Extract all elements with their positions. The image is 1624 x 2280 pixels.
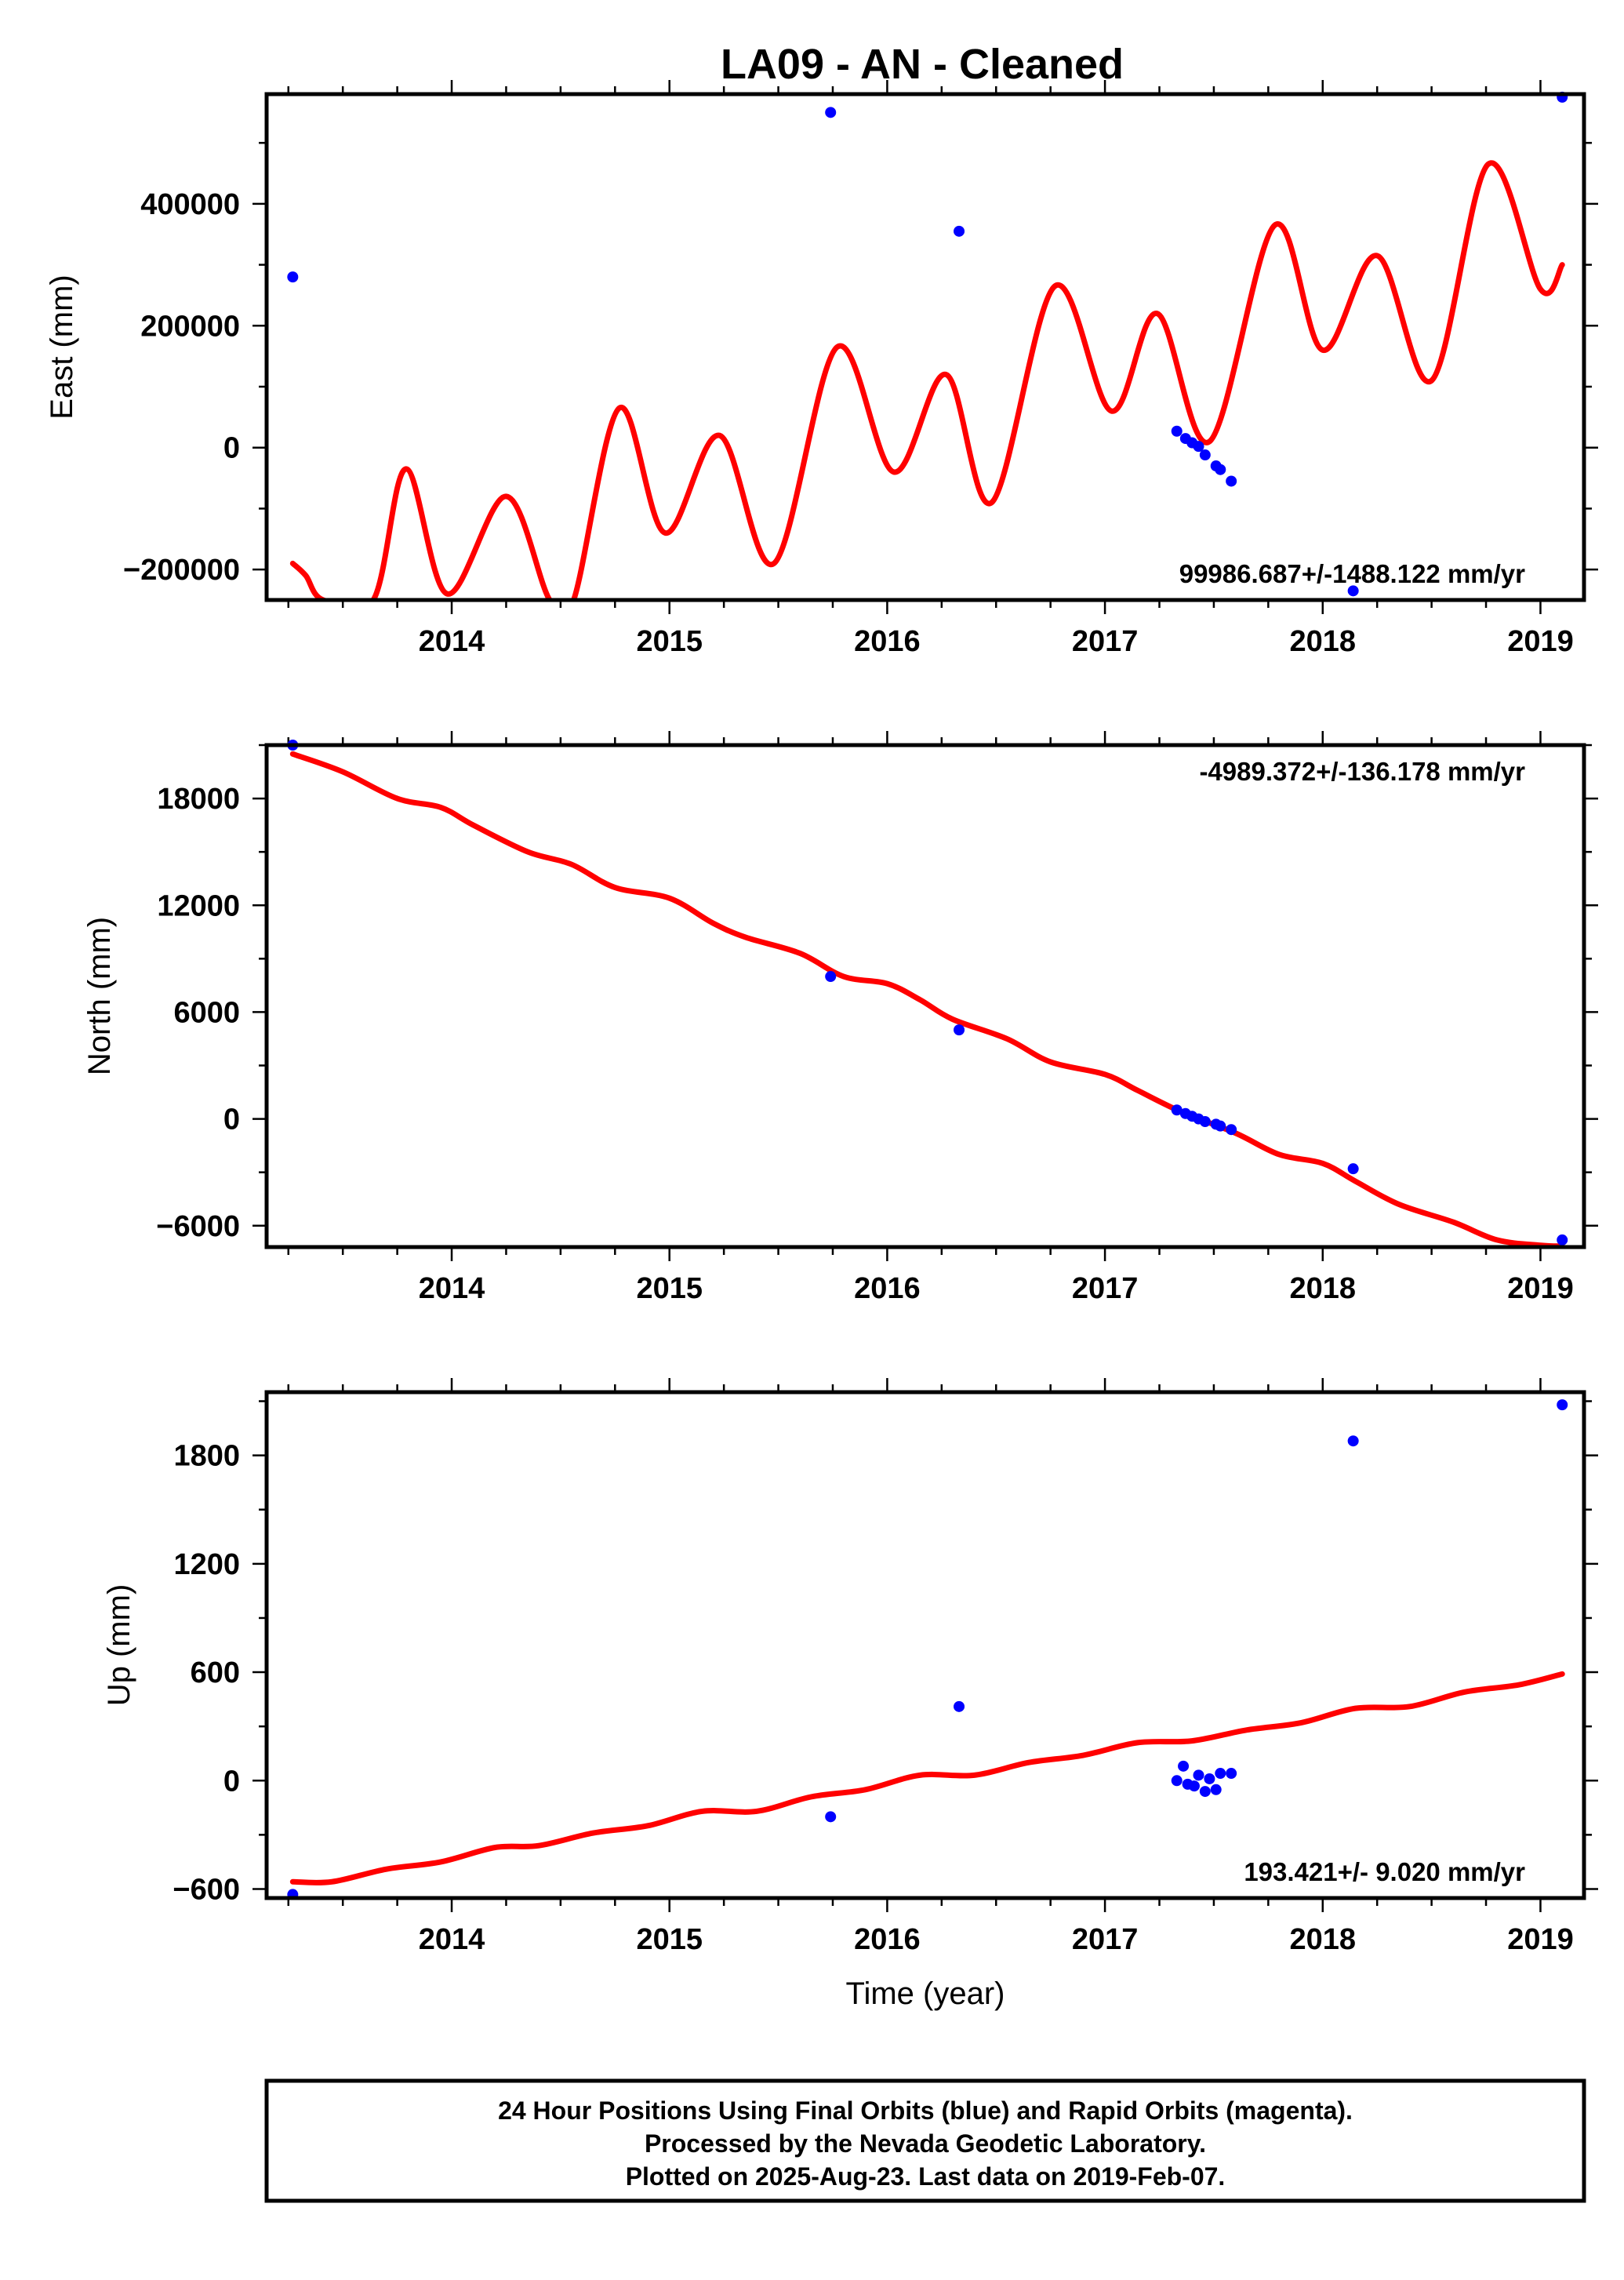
x-tick-label: 2018: [1290, 1923, 1357, 1956]
y-tick-label: 400000: [140, 188, 240, 221]
data-point: [1557, 1234, 1568, 1245]
y-tick-label: 600: [191, 1656, 240, 1689]
y-axis-label: Up (mm): [102, 1584, 136, 1707]
data-point: [1199, 449, 1211, 461]
y-tick-label: 12000: [157, 889, 240, 922]
y-tick-label: −6000: [156, 1210, 240, 1243]
data-point: [1171, 1104, 1183, 1116]
x-tick-label: 2017: [1072, 625, 1139, 658]
data-point: [1226, 1768, 1237, 1780]
footer-line-2: Processed by the Nevada Geodetic Laborat…: [645, 2129, 1206, 2158]
x-tick-label: 2016: [854, 1923, 921, 1956]
data-point: [1204, 1773, 1215, 1784]
footer-frame: [264, 2078, 1586, 2203]
y-tick-label: −200000: [123, 554, 240, 587]
data-point: [825, 971, 837, 983]
data-point: [1347, 585, 1359, 597]
data-point: [825, 107, 837, 118]
panel-east: 2014 2015 2016 2017 2018 2019 −200000 0 200000 40…: [45, 80, 1598, 658]
rate-label: 99986.687+/-1488.122 mm/yr: [1179, 559, 1525, 588]
data-point: [1199, 1786, 1211, 1798]
x-tick-label: 2018: [1290, 1272, 1357, 1305]
y-axis-label: East (mm): [45, 275, 79, 419]
data-point: [1210, 1784, 1222, 1795]
x-tick-label: 2014: [419, 625, 485, 658]
footer-line-3: Plotted on 2025-Aug-23. Last data on 201…: [626, 2162, 1226, 2191]
data-point: [1171, 1775, 1183, 1787]
y-tick-label: −600: [173, 1873, 240, 1906]
panel-frame: [264, 743, 1586, 1249]
y-tick-label: 0: [223, 1765, 240, 1798]
data-point: [1199, 1116, 1211, 1127]
x-tick-label: 2017: [1072, 1923, 1139, 1956]
panel-north-plot-area: [289, 751, 1565, 1247]
panel-up: 2014 2015 2016 2017 2018 2019 −600 0 600 1200 1800…: [102, 1378, 1598, 2011]
panel-north: 2014 2015 2016 2017 2018 2019 −6000 0 6000 12000 1…: [82, 731, 1598, 1305]
x-tick-label: 2015: [636, 625, 703, 658]
data-point: [1178, 1760, 1190, 1772]
panel-up-plot-area: [289, 1671, 1565, 1885]
footer-line-1: 24 Hour Positions Using Final Orbits (bl…: [498, 2096, 1353, 2125]
y-tick-label: 18000: [157, 783, 240, 816]
y-tick-label: 0: [223, 432, 240, 465]
data-point: [954, 1700, 965, 1712]
y-axis-label: North (mm): [82, 917, 117, 1075]
rate-label: 193.421+/- 9.020 mm/yr: [1244, 1857, 1525, 1886]
model-fit-line: [289, 1671, 1565, 1885]
data-point: [954, 225, 965, 237]
x-tick-label: 2019: [1507, 1923, 1574, 1956]
y-tick-label: 200000: [140, 310, 240, 343]
data-point: [825, 1811, 837, 1823]
x-tick-label: 2015: [636, 1272, 703, 1305]
model-fit-line: [289, 160, 1565, 600]
x-tick-label: 2014: [419, 1272, 485, 1305]
data-point: [1226, 475, 1237, 487]
y-tick-label: 6000: [173, 996, 240, 1029]
data-point: [1226, 1124, 1237, 1136]
data-point: [1188, 1780, 1200, 1792]
data-point: [954, 1024, 965, 1036]
y-tick-label: 1800: [173, 1440, 240, 1473]
data-point: [287, 271, 299, 283]
panel-frame: [264, 92, 1586, 602]
x-tick-label: 2016: [854, 625, 921, 658]
data-point: [1215, 1120, 1226, 1132]
footer-box: 24 Hour Positions Using Final Orbits (bl…: [264, 2078, 1586, 2203]
data-point: [1215, 1768, 1226, 1780]
x-tick-label: 2019: [1507, 625, 1574, 658]
data-point: [1557, 1399, 1568, 1411]
y-tick-label: 1200: [173, 1548, 240, 1581]
x-tick-label: 2017: [1072, 1272, 1139, 1305]
data-point: [1215, 464, 1226, 475]
x-tick-label: 2014: [419, 1923, 485, 1956]
data-point: [1193, 441, 1204, 453]
data-point: [1193, 1769, 1204, 1781]
data-point: [1347, 1435, 1359, 1447]
x-axis-label: Time (year): [846, 1976, 1005, 2011]
data-point: [1171, 425, 1183, 437]
chart-title: LA09 - AN - Cleaned: [721, 41, 1124, 88]
x-tick-label: 2015: [636, 1923, 703, 1956]
x-tick-label: 2019: [1507, 1272, 1574, 1305]
x-tick-label: 2018: [1290, 625, 1357, 658]
x-tick-label: 2016: [854, 1272, 921, 1305]
panel-east-plot-area: [289, 160, 1565, 600]
data-point: [1347, 1163, 1359, 1175]
panel-frame: [264, 1390, 1586, 1900]
rate-label: -4989.372+/-136.178 mm/yr: [1199, 757, 1525, 786]
model-fit-line: [289, 751, 1565, 1247]
y-tick-label: 0: [223, 1104, 240, 1136]
